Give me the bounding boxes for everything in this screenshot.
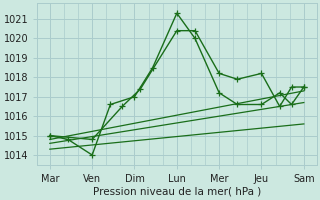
X-axis label: Pression niveau de la mer( hPa ): Pression niveau de la mer( hPa ) [93, 187, 261, 197]
